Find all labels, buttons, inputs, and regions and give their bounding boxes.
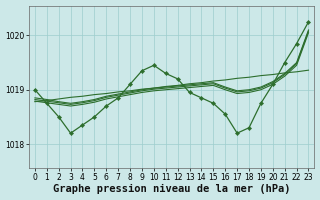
X-axis label: Graphe pression niveau de la mer (hPa): Graphe pression niveau de la mer (hPa) — [53, 184, 291, 194]
